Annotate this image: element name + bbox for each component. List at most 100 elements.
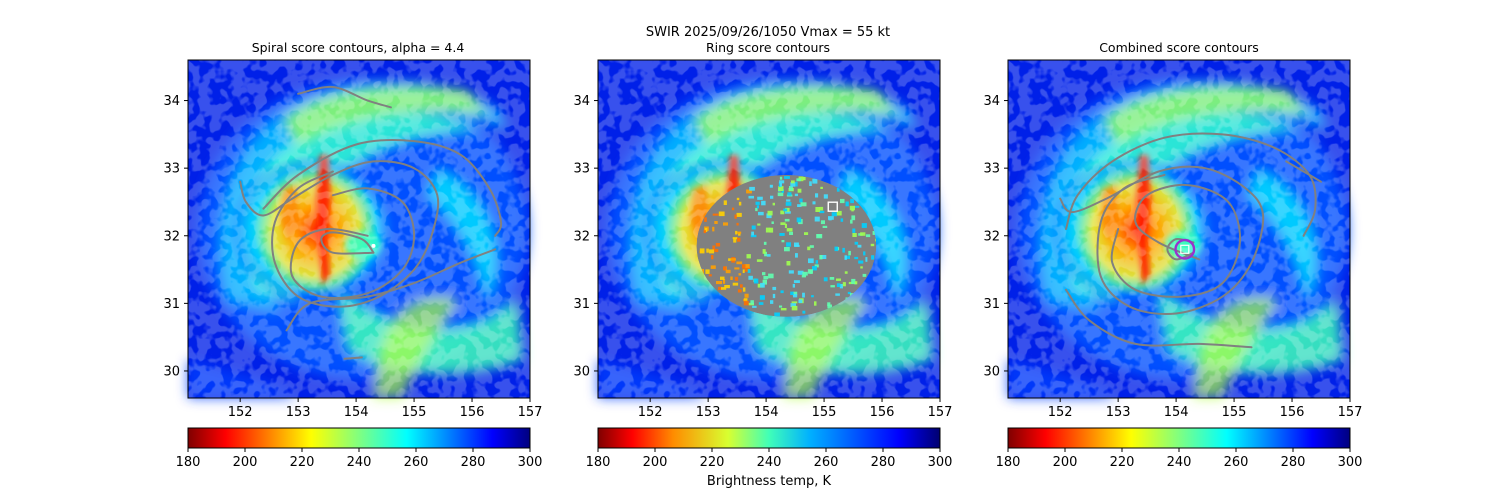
x-tick-label: 152: [228, 405, 253, 420]
ring-score-region: [696, 174, 877, 317]
y-axis-ticks: 30 31 32 33 34: [163, 94, 188, 379]
axes-frame: [597, 59, 941, 399]
colorbar-tick-label: 240: [347, 455, 372, 470]
y-tick-label: 30: [983, 364, 1000, 379]
colorbar-tick-label: 200: [643, 455, 668, 470]
contour-line: [285, 248, 497, 332]
x-tick-label: 155: [402, 405, 427, 420]
colorbar-tick-label: 180: [176, 455, 201, 470]
spiral-contours: [239, 85, 503, 360]
x-tick-label: 157: [928, 405, 953, 420]
y-tick-label: 34: [983, 94, 1000, 109]
x-tick-label: 157: [1338, 405, 1363, 420]
y-axis-ticks: 30 31 32 33 34: [983, 94, 1008, 379]
colorbar-tick-label: 300: [518, 455, 543, 470]
panel-spiral: Spiral score contours, alpha = 4.4 152 15…: [163, 40, 542, 470]
x-tick-label: 157: [518, 405, 543, 420]
y-tick-label: 30: [163, 364, 180, 379]
contour-line: [1110, 183, 1242, 298]
colorbar-tick-label: 240: [1167, 455, 1192, 470]
x-tick-label: 156: [870, 405, 895, 420]
colorbar-tick-label: 300: [928, 455, 953, 470]
y-tick-label: 34: [573, 94, 590, 109]
x-tick-label: 154: [1164, 405, 1189, 420]
y-tick-label: 33: [983, 162, 1000, 177]
colorbar: [187, 427, 531, 449]
y-tick-label: 32: [983, 229, 1000, 244]
axes-frame: [187, 59, 531, 399]
contour-line: [1285, 160, 1322, 183]
colorbar-tick-label: 280: [871, 455, 896, 470]
x-tick-label: 155: [812, 405, 837, 420]
colorbar-tick-label: 200: [1053, 455, 1078, 470]
y-tick-label: 30: [573, 364, 590, 379]
colorbar-tick-label: 220: [700, 455, 725, 470]
center-marker: [827, 201, 838, 212]
contour-line: [320, 231, 375, 255]
y-axis-ticks: 30 31 32 33 34: [573, 94, 598, 379]
panel-title: Ring score contours: [706, 40, 830, 55]
colorbar-tick-label: 220: [1110, 455, 1135, 470]
colorbar-tick-label: 300: [1338, 455, 1363, 470]
x-tick-label: 156: [1280, 405, 1305, 420]
contour-line: [239, 160, 440, 308]
contour-line: [1065, 132, 1317, 237]
figure-suptitle: SWIR 2025/09/26/1050 Vmax = 55 kt: [646, 25, 890, 40]
y-tick-label: 32: [573, 229, 590, 244]
contour-line: [343, 356, 363, 360]
y-tick-label: 33: [163, 162, 180, 177]
colorbar-label: Brightness temp, K: [707, 474, 832, 489]
x-tick-label: 154: [344, 405, 369, 420]
contour-line: [262, 138, 503, 237]
y-tick-label: 34: [163, 94, 180, 109]
colorbar-tick-label: 280: [461, 455, 486, 470]
x-tick-label: 152: [638, 405, 663, 420]
colorbar-tick-label: 280: [1281, 455, 1306, 470]
colorbar-tick-label: 260: [1224, 455, 1249, 470]
axes-frame: [1007, 59, 1351, 399]
contour-line: [1065, 288, 1253, 349]
y-tick-label: 31: [983, 297, 1000, 312]
contour-line: [289, 187, 416, 299]
colorbar-tick-label: 260: [814, 455, 839, 470]
center-ring: [1174, 238, 1196, 260]
heatmap-image: [188, 60, 530, 398]
colorbar-tick-label: 220: [290, 455, 315, 470]
x-axis-ticks: 152 153 154 155 156 157: [1048, 398, 1363, 420]
colorbar-tick-label: 180: [996, 455, 1021, 470]
y-tick-label: 31: [163, 297, 180, 312]
panel-ring: Ring score contours 152 153 154 155 156 157 3…: [573, 40, 952, 489]
panel-combined: Combined score contours 152 153 154 155 156 1…: [983, 40, 1362, 470]
center-marker: [1180, 244, 1190, 254]
colorbar: [1007, 427, 1351, 449]
x-tick-label: 152: [1048, 405, 1073, 420]
heatmap-image: [1008, 60, 1350, 398]
colorbar-tick-label: 240: [757, 455, 782, 470]
colorbar-tick-label: 260: [404, 455, 429, 470]
x-tick-label: 156: [460, 405, 485, 420]
x-axis-ticks: 152 153 154 155 156 157: [228, 398, 543, 420]
colorbar-ticks: 180 200 220 240 260 280 300: [586, 448, 953, 470]
ring-score-fill: [696, 174, 877, 317]
combined-contours: [1059, 132, 1322, 349]
colorbar-ticks: 180 200 220 240 260 280 300: [176, 448, 543, 470]
x-axis-ticks: 152 153 154 155 156 157: [638, 398, 953, 420]
colorbar-tick-label: 180: [586, 455, 611, 470]
x-tick-label: 153: [286, 405, 311, 420]
colorbar: [597, 427, 941, 449]
y-tick-label: 32: [163, 229, 180, 244]
x-tick-label: 154: [754, 405, 779, 420]
y-tick-label: 31: [573, 297, 590, 312]
panel-title: Combined score contours: [1099, 40, 1259, 55]
contour-line: [1059, 165, 1265, 316]
x-tick-label: 155: [1222, 405, 1247, 420]
eye-marker: [371, 243, 376, 248]
contour-line: [297, 85, 392, 109]
x-tick-label: 153: [1106, 405, 1131, 420]
x-tick-label: 153: [696, 405, 721, 420]
panel-title: Spiral score contours, alpha = 4.4: [252, 40, 465, 55]
y-tick-label: 33: [573, 162, 590, 177]
colorbar-ticks: 180 200 220 240 260 280 300: [996, 448, 1363, 470]
colorbar-tick-label: 200: [233, 455, 258, 470]
